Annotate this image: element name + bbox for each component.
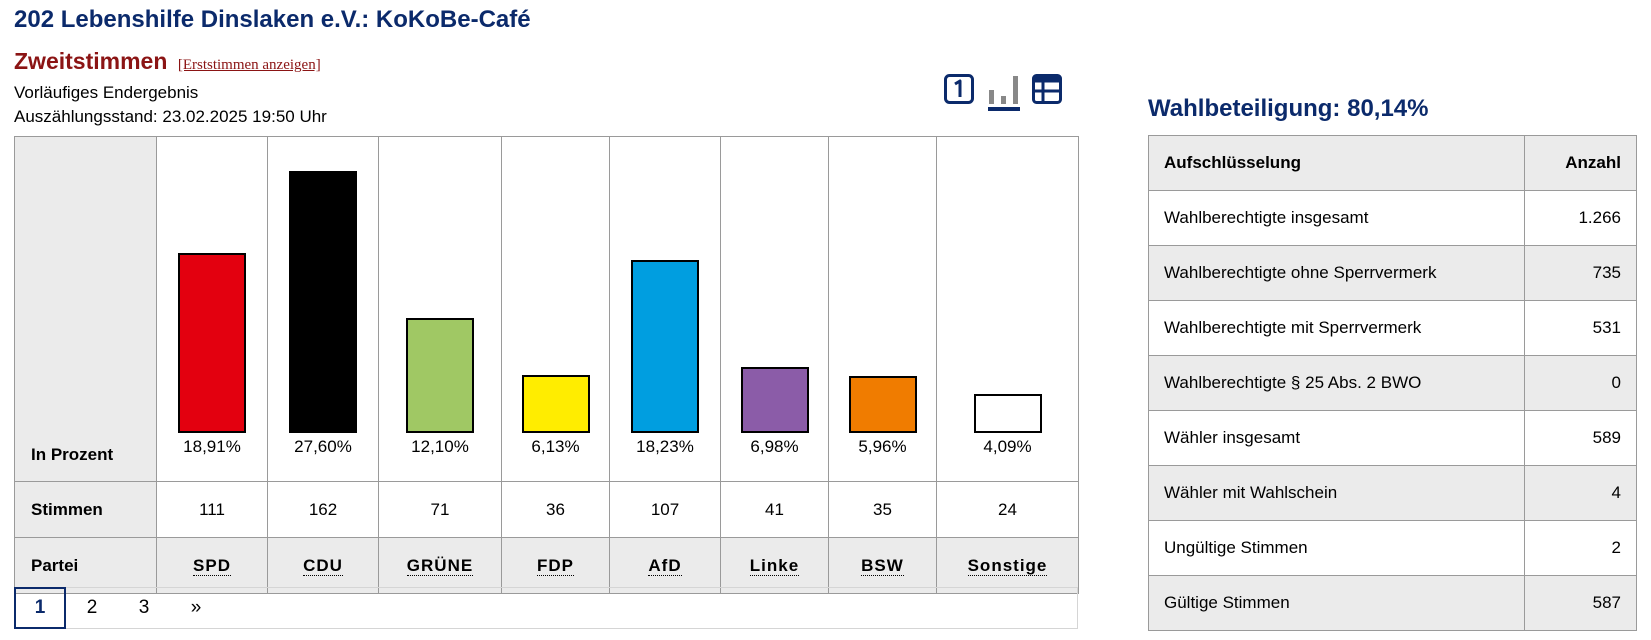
- bar-cell: 12,10%: [378, 136, 502, 482]
- page-1-link[interactable]: 1: [14, 586, 66, 629]
- bar-cell: 6,98%: [720, 136, 829, 482]
- bar-bsw: [848, 376, 917, 433]
- bar-sonstige: [973, 394, 1042, 433]
- bar-cell: 4,09%: [936, 136, 1079, 482]
- stats-row-value: 4: [1524, 465, 1637, 521]
- party-afd[interactable]: AfD: [648, 555, 682, 576]
- bar-gruene: [406, 318, 474, 433]
- party-row-label: Partei: [14, 537, 157, 594]
- page-3-link[interactable]: 3: [138, 597, 150, 618]
- bar-linke: [740, 367, 809, 433]
- party-cell: AfD: [609, 537, 721, 594]
- stats-row-value: 0: [1524, 355, 1637, 411]
- stats-row-value: 2: [1524, 520, 1637, 576]
- party-cell: Sonstige: [936, 537, 1079, 594]
- stats-row-label: Ungültige Stimmen: [1148, 520, 1525, 576]
- bar-chart-icon[interactable]: [988, 74, 1020, 117]
- bar-cell: 27,60%: [267, 136, 379, 482]
- party-spd[interactable]: SPD: [193, 555, 231, 576]
- stats-row-label: Wähler insgesamt: [1148, 410, 1525, 466]
- party-gruene[interactable]: GRÜNE: [406, 555, 474, 576]
- votes-linke: 41: [720, 481, 829, 538]
- percent-label-fdp: 6,13%: [531, 437, 580, 456]
- percent-row-label: In Prozent: [14, 136, 157, 482]
- stats-row-value: 587: [1524, 575, 1637, 631]
- stats-row-label: Gültige Stimmen: [1148, 575, 1525, 631]
- result-status: Vorläufiges Endergebnis: [14, 83, 199, 102]
- percent-label-gruene: 12,10%: [411, 437, 469, 456]
- page-title: 202 Lebenshilfe Dinslaken e.V.: KoKoBe-C…: [14, 6, 531, 33]
- stats-row-value: 735: [1524, 245, 1637, 301]
- percent-label-afd: 18,23%: [636, 437, 694, 456]
- votes-fdp: 36: [501, 481, 610, 538]
- stats-row-label: Wahlberechtigte § 25 Abs. 2 BWO: [1148, 355, 1525, 411]
- stats-row-value: 1.266: [1524, 190, 1637, 246]
- bar-cell: 18,91%: [156, 136, 268, 482]
- stats-row-label: Wähler mit Wahlschein: [1148, 465, 1525, 521]
- view-switcher: [944, 74, 1069, 114]
- table-icon[interactable]: [1032, 74, 1062, 109]
- votes-cdu: 162: [267, 481, 379, 538]
- stats-row-value: 531: [1524, 300, 1637, 356]
- pagination: 1 2 3 »: [14, 586, 1078, 629]
- votes-afd: 107: [609, 481, 721, 538]
- turnout-heading: Wahlbeteiligung: 80,14%: [1148, 95, 1429, 122]
- party-cell: CDU: [267, 537, 379, 594]
- stats-header-count: Anzahl: [1524, 135, 1637, 191]
- stats-row-label: Wahlberechtigte insgesamt: [1148, 190, 1525, 246]
- bar-cell: 6,13%: [501, 136, 610, 482]
- party-bsw[interactable]: BSW: [861, 555, 904, 576]
- bar-spd: [178, 253, 246, 433]
- bar-fdp: [521, 375, 590, 433]
- percent-label-linke: 6,98%: [750, 437, 799, 456]
- bar-cdu: [289, 171, 357, 433]
- results-table: In Prozent 18,91% 27,60% 12,10% 6,13% 18…: [14, 136, 1079, 594]
- vote-type-label: Zweitstimmen: [14, 48, 168, 74]
- vote-type-header: Zweitstimmen [Erststimmen anzeigen]: [14, 48, 321, 75]
- stats-row-label: Wahlberechtigte mit Sperrvermerk: [1148, 300, 1525, 356]
- bar-cell: 18,23%: [609, 136, 721, 482]
- party-sonstige[interactable]: Sonstige: [967, 555, 1048, 576]
- party-cell: FDP: [501, 537, 610, 594]
- percent-label-spd: 18,91%: [183, 437, 241, 456]
- votes-spd: 111: [156, 481, 268, 538]
- party-linke[interactable]: Linke: [749, 555, 800, 576]
- party-fdp[interactable]: FDP: [537, 555, 574, 576]
- stats-table: Aufschlüsselung Anzahl Wahlberechtigte i…: [1148, 135, 1637, 631]
- party-cell: Linke: [720, 537, 829, 594]
- votes-gruene: 71: [378, 481, 502, 538]
- votes-sonstige: 24: [936, 481, 1079, 538]
- next-page-link[interactable]: »: [190, 597, 202, 618]
- votes-row-label: Stimmen: [14, 481, 157, 538]
- party-cell: GRÜNE: [378, 537, 502, 594]
- party-cdu[interactable]: CDU: [303, 555, 343, 576]
- percent-label-sonstige: 4,09%: [983, 437, 1032, 456]
- first-votes-toggle-link[interactable]: [Erststimmen anzeigen]: [177, 57, 321, 73]
- bar-cell: 5,96%: [828, 136, 937, 482]
- count-status: Auszählungsstand: 23.02.2025 19:50 Uhr: [14, 107, 327, 126]
- percent-label-cdu: 27,60%: [294, 437, 352, 456]
- stats-row-value: 589: [1524, 410, 1637, 466]
- stats-header-label: Aufschlüsselung: [1148, 135, 1525, 191]
- votes-bsw: 35: [828, 481, 937, 538]
- first-vote-icon[interactable]: [944, 74, 974, 109]
- percent-label-bsw: 5,96%: [858, 437, 907, 456]
- bar-afd: [631, 260, 699, 433]
- page-2-link[interactable]: 2: [86, 597, 98, 618]
- stats-row-label: Wahlberechtigte ohne Sperrvermerk: [1148, 245, 1525, 301]
- party-cell: BSW: [828, 537, 937, 594]
- party-cell: SPD: [156, 537, 268, 594]
